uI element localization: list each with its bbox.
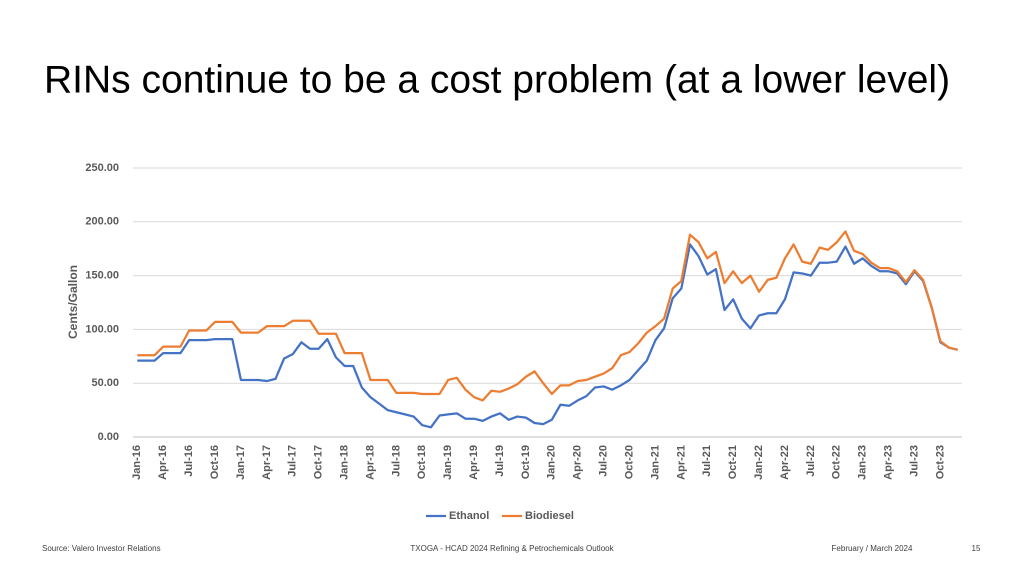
- x-tick-label: Jan-20: [546, 445, 558, 480]
- page-number: 15: [972, 544, 981, 553]
- x-tick-label: Oct-18: [416, 445, 428, 479]
- slide-title: RINs continue to be a cost problem (at a…: [44, 58, 950, 101]
- x-tick-label: Apr-20: [572, 445, 584, 480]
- x-tick-label: Oct-17: [313, 445, 325, 479]
- y-tick-label: 100.00: [85, 323, 119, 335]
- x-tick-label: Oct-20: [623, 445, 635, 479]
- x-tick-label: Jan-22: [753, 445, 765, 480]
- x-tick-label: Apr-21: [675, 445, 687, 480]
- y-tick-label: 200.00: [85, 216, 119, 228]
- x-tick-label: Jan-21: [649, 445, 661, 480]
- x-tick-label: Apr-19: [468, 445, 480, 480]
- y-tick-label: 150.00: [85, 270, 119, 282]
- x-tick-label: Apr-17: [261, 445, 273, 480]
- x-tick-label: Jan-19: [442, 445, 454, 480]
- x-tick-label: Oct-22: [831, 445, 843, 479]
- x-tick-label: Jan-16: [131, 445, 143, 480]
- y-tick-label: 50.00: [91, 377, 119, 389]
- x-tick-label: Jan-23: [857, 445, 869, 480]
- x-tick-label: Apr-18: [364, 445, 376, 480]
- y-tick-label: 250.00: [85, 162, 119, 174]
- x-tick-label: Jul-23: [908, 445, 920, 477]
- x-tick-label: Jul-18: [390, 445, 402, 477]
- source: Source: Valero Investor Relations: [42, 544, 161, 553]
- x-tick-label: Oct-19: [520, 445, 532, 479]
- series-line: [137, 243, 958, 429]
- x-tick-label: Jul-19: [494, 445, 506, 477]
- y-axis-label: Cents/Gallon: [66, 265, 80, 339]
- x-tick-label: Oct-16: [209, 445, 221, 479]
- center-footer: TXOGA - HCAD 2024 Refining & Petrochemic…: [410, 544, 614, 553]
- x-tick-label: Apr-16: [157, 445, 169, 480]
- x-tick-label: Oct-21: [727, 445, 739, 479]
- x-tick-label: Jul-17: [287, 445, 299, 477]
- legend-label: Ethanol: [449, 510, 489, 522]
- x-tick-label: Jul-16: [183, 445, 195, 477]
- date: February / March 2024: [832, 544, 913, 553]
- y-tick-label: 0.00: [98, 431, 119, 443]
- x-tick-label: Apr-22: [779, 445, 791, 480]
- x-tick-label: Jan-18: [338, 445, 350, 480]
- series-line: [137, 230, 958, 402]
- x-tick-label: Jul-21: [701, 445, 713, 477]
- x-tick-label: Apr-23: [883, 445, 895, 480]
- x-tick-label: Jul-20: [598, 445, 610, 477]
- x-tick-label: Oct-23: [934, 445, 946, 479]
- x-tick-label: Jul-22: [805, 445, 817, 477]
- x-tick-label: Jan-17: [235, 445, 247, 480]
- legend-label: Biodiesel: [525, 510, 574, 522]
